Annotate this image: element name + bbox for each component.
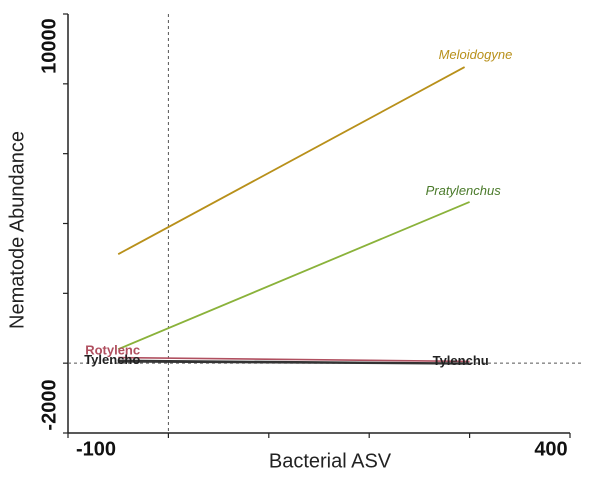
x-axis-label: Bacterial ASV: [268, 450, 392, 473]
series-line-pratylenchus: [117, 201, 470, 351]
series-label-rotylenc: Rotylenc: [85, 343, 140, 358]
axes: [63, 13, 582, 438]
y-tick-bottom: -2000: [38, 379, 61, 431]
x-tick-right: 400: [534, 438, 568, 461]
series-line-tylencho: [118, 359, 470, 364]
y-tick-top: 10000: [38, 18, 61, 74]
series-line-meloidogyne: [117, 66, 466, 255]
series-line-tylenchu: [118, 361, 470, 365]
series-lines: [117, 66, 470, 365]
series-label-meloidogyne: Meloidogyne: [439, 47, 513, 62]
series-label-pratylenchus: Pratylenchus: [426, 183, 502, 198]
series-line-rotylenc: [118, 356, 470, 363]
y-axis-label: Nematode Abundance: [6, 131, 29, 329]
series-label-left-cluster: Tylencho: [84, 352, 140, 367]
series-label-right-cluster: Tylenchu: [433, 353, 489, 368]
x-tick-left: -100: [75, 438, 117, 461]
